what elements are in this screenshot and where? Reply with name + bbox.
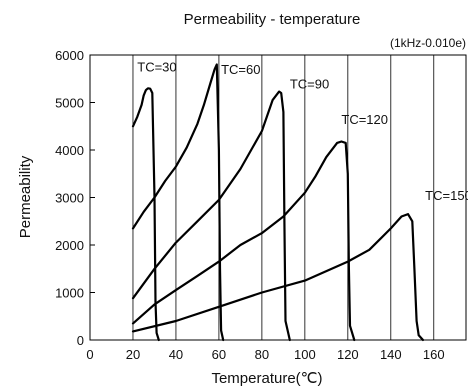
y-tick-label-1000: 1000 bbox=[55, 286, 84, 301]
series-line-tc90 bbox=[131, 90, 291, 342]
y-tick-label-4000: 4000 bbox=[55, 143, 84, 158]
x-tick-label-60: 60 bbox=[212, 347, 226, 362]
y-tick-label-5000: 5000 bbox=[55, 96, 84, 111]
plot-border bbox=[89, 54, 467, 341]
curve-label-tc90: TC=90 bbox=[290, 76, 329, 91]
x-tick-label-40: 40 bbox=[169, 347, 183, 362]
y-tick-label-0: 0 bbox=[77, 333, 84, 348]
curve-labels: TC=30 TC=60 TC=90 TC=120 TC=150 bbox=[137, 60, 468, 203]
y-tick-label-6000: 6000 bbox=[55, 48, 84, 63]
x-tick-label-160: 160 bbox=[423, 347, 445, 362]
series-line-tc60 bbox=[131, 63, 225, 342]
x-tick-label-140: 140 bbox=[380, 347, 402, 362]
curve-label-tc120: TC=120 bbox=[341, 112, 388, 127]
x-tick-label-100: 100 bbox=[294, 347, 316, 362]
x-axis-label: Temperature(℃) bbox=[211, 370, 322, 387]
curve-label-tc150: TC=150 bbox=[425, 188, 468, 203]
series-line-tc30 bbox=[131, 87, 160, 342]
x-tick-label-20: 20 bbox=[126, 347, 140, 362]
x-tick-label-120: 120 bbox=[337, 347, 359, 362]
chart-subtitle: (1kHz-0.010e) bbox=[390, 36, 466, 50]
y-axis-label: Permeability bbox=[17, 155, 34, 238]
curve-label-tc60: TC=60 bbox=[221, 62, 260, 77]
x-tick-label-80: 80 bbox=[255, 347, 269, 362]
curve-label-tc30: TC=30 bbox=[137, 60, 176, 75]
series-lines bbox=[131, 63, 425, 342]
y-tick-label-3000: 3000 bbox=[55, 191, 84, 206]
plot-area bbox=[89, 54, 467, 341]
x-tick-label-0: 0 bbox=[86, 347, 93, 362]
tick-labels: 0 20 40 60 80 100 120 140 160 0 1000 2000 3000 4000 50… bbox=[55, 48, 445, 362]
y-tick-label-2000: 2000 bbox=[55, 238, 84, 253]
chart-title: Permeability - temperature bbox=[184, 11, 361, 28]
series-line-tc150 bbox=[131, 213, 425, 342]
series-line-tc120 bbox=[131, 140, 356, 342]
